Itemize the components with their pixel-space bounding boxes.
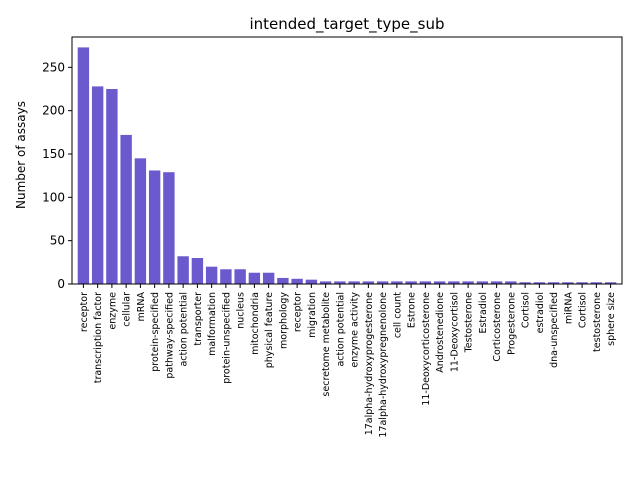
bar	[291, 278, 303, 284]
bar	[590, 282, 603, 284]
x-tick-label: estradiol	[535, 292, 546, 333]
bar	[177, 256, 189, 284]
bar	[419, 281, 432, 284]
x-tick-label: Estradiol	[478, 292, 489, 334]
bar	[562, 282, 574, 284]
bar	[462, 281, 474, 284]
x-tick-label: action potential	[335, 292, 346, 367]
x-tick-label: receptor	[293, 292, 304, 332]
bar	[376, 281, 389, 284]
bar	[362, 281, 375, 284]
x-tick-label: mitochondria	[250, 292, 261, 355]
x-tick-label: Cortisol	[521, 292, 532, 328]
x-tick-label: 11-Deoxycorticosterone	[421, 292, 432, 406]
y-tick-label: 50	[50, 234, 65, 248]
bar	[234, 269, 246, 284]
bar	[547, 282, 560, 284]
bar	[191, 258, 204, 284]
x-tick-label: Androstenedione	[435, 292, 446, 373]
bar	[205, 266, 218, 284]
x-tick-label: dna-unspecified	[549, 292, 560, 368]
plot-area-frame	[71, 36, 623, 285]
bar	[348, 281, 360, 284]
bar	[319, 281, 332, 284]
bar	[391, 281, 403, 284]
x-tick-label: nucleus	[236, 292, 247, 329]
x-tick-label: 11-Deoxycortisol	[449, 292, 460, 372]
chart-title: intended_target_type_sub	[249, 15, 444, 34]
bar	[405, 281, 417, 284]
x-tick-label: Cortisol	[578, 292, 589, 328]
x-tick-label: protein-unspecified	[221, 292, 232, 384]
x-tick-label: 17alpha-hydroxypregnenolone	[378, 292, 389, 438]
bar	[334, 281, 346, 284]
x-tick-label: receptor	[79, 292, 90, 332]
bar	[148, 170, 161, 284]
bar	[120, 134, 132, 284]
bar	[433, 281, 446, 284]
x-tick-label: testosterone	[592, 292, 603, 352]
bar	[248, 272, 261, 284]
x-tick-label: Testosterone	[464, 292, 475, 354]
x-tick-label: protein-specified	[150, 292, 161, 372]
x-tick-label: pathway-specified	[164, 292, 175, 379]
y-tick-label: 100	[42, 190, 65, 204]
bar	[533, 282, 546, 284]
bar	[576, 282, 588, 284]
x-tick-label: migration	[307, 292, 318, 338]
x-tick-label: mRNA	[136, 292, 147, 322]
bar	[519, 282, 531, 284]
bar	[77, 47, 90, 285]
x-tick-label: Corticosterone	[492, 292, 503, 362]
x-tick-label: 17alpha-hydroxyprogesterone	[364, 292, 375, 435]
x-tick-label: cell count	[392, 292, 403, 338]
x-tick-label: morphology	[278, 292, 289, 349]
y-ticks-group: 0 50 100 150 200 250	[42, 60, 72, 291]
x-ticks-group: receptor transcription factor enzyme cellul…	[79, 284, 617, 438]
bar	[277, 277, 289, 284]
bar	[163, 172, 175, 284]
x-tick-label: sphere size	[606, 292, 617, 346]
x-tick-label: malformation	[207, 292, 218, 356]
bar	[262, 272, 275, 284]
bar	[134, 158, 147, 284]
y-tick-label: 200	[42, 104, 65, 118]
bar	[604, 282, 617, 284]
x-tick-label: secretome metabolite	[321, 292, 332, 397]
y-tick-label: 250	[42, 60, 65, 74]
bars-group	[77, 47, 617, 285]
bar	[305, 279, 318, 284]
x-tick-label: enzyme activity	[350, 292, 361, 368]
x-tick-label: transporter	[193, 292, 204, 346]
x-tick-label: physical feature	[264, 292, 275, 368]
x-tick-label: miRNA	[563, 292, 574, 325]
x-tick-label: Progesterone	[506, 292, 517, 355]
bar	[106, 89, 118, 284]
x-tick-label: Estrone	[407, 292, 418, 328]
x-tick-label: action potential	[179, 292, 190, 367]
bar	[490, 281, 503, 284]
bar	[476, 281, 489, 284]
y-axis-label: Number of assays	[14, 101, 28, 209]
x-tick-label: transcription factor	[93, 292, 104, 383]
bar	[448, 281, 460, 284]
bar	[91, 86, 104, 285]
bar	[220, 269, 232, 284]
bar	[505, 281, 517, 284]
y-tick-label: 150	[42, 147, 65, 161]
x-tick-label: cellular	[122, 292, 133, 327]
x-tick-label: enzyme	[107, 292, 118, 330]
y-tick-label: 0	[57, 277, 65, 291]
